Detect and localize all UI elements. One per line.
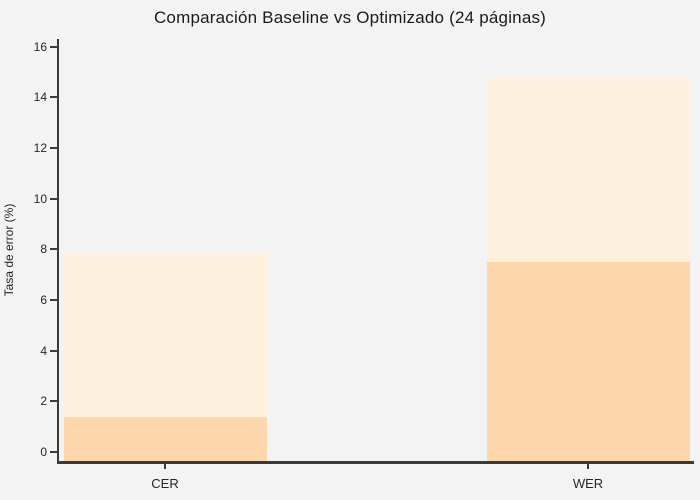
y-tick-label-4: 4 (40, 344, 47, 358)
y-tick-label-2: 2 (40, 394, 47, 408)
y-tick-mark-6 (50, 299, 57, 301)
y-tick-mark-8 (50, 248, 57, 250)
bar-optimizado-wer (487, 262, 690, 461)
y-tick-mark-12 (50, 147, 57, 149)
x-tick-label-wer: WER (572, 476, 604, 491)
y-tick-mark-0 (50, 451, 57, 453)
y-tick-label-6: 6 (40, 293, 47, 307)
y-tick-label-12: 12 (33, 141, 47, 155)
x-tick-mark-wer (587, 464, 589, 469)
chart-title: Comparación Baseline vs Optimizado (24 p… (153, 8, 547, 27)
y-tick-label-16: 16 (33, 40, 47, 54)
y-tick-mark-2 (50, 400, 57, 402)
x-tick-mark-cer (164, 464, 166, 469)
y-tick-mark-14 (50, 96, 57, 98)
y-tick-mark-16 (50, 46, 57, 48)
plot-area (57, 39, 694, 464)
y-tick-mark-10 (50, 198, 57, 200)
y-tick-mark-4 (50, 350, 57, 352)
y-tick-label-10: 10 (33, 192, 47, 206)
y-tick-label-0: 0 (40, 445, 47, 459)
y-tick-label-8: 8 (40, 242, 47, 256)
y-tick-label-14: 14 (33, 90, 47, 104)
bar-optimizado-cer (64, 417, 267, 461)
x-tick-label-cer: CER (151, 476, 179, 491)
